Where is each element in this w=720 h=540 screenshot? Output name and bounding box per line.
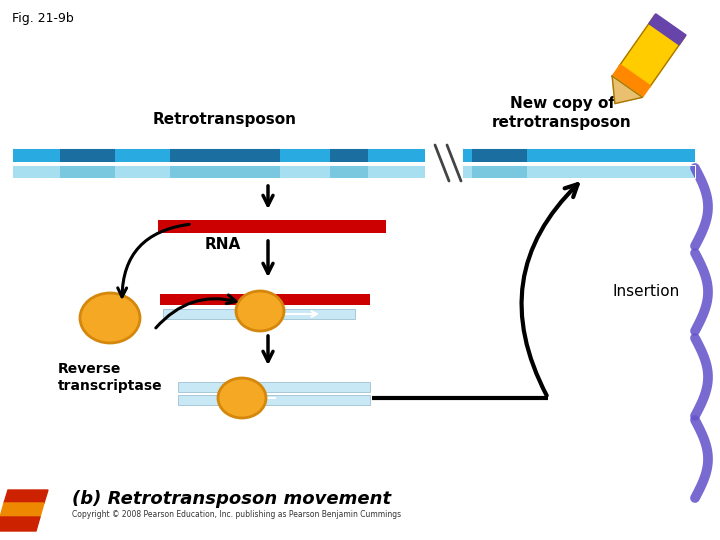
Bar xyxy=(12,165,425,178)
Text: Reverse
transcriptase: Reverse transcriptase xyxy=(58,362,163,393)
Bar xyxy=(160,294,370,305)
Bar xyxy=(178,382,370,392)
Text: Copyright © 2008 Pearson Education, Inc. publishing as Pearson Benjamin Cummings: Copyright © 2008 Pearson Education, Inc.… xyxy=(72,510,401,519)
Text: RNA: RNA xyxy=(205,237,241,252)
Text: Fig. 21-9b: Fig. 21-9b xyxy=(12,12,73,25)
Bar xyxy=(60,165,115,178)
Polygon shape xyxy=(619,16,685,87)
Bar xyxy=(178,395,370,405)
Polygon shape xyxy=(4,490,48,503)
FancyArrowPatch shape xyxy=(156,295,236,328)
Polygon shape xyxy=(612,76,642,104)
Bar xyxy=(12,148,425,162)
Polygon shape xyxy=(612,65,650,97)
Bar xyxy=(60,148,115,162)
Text: Insertion: Insertion xyxy=(612,285,679,300)
Bar xyxy=(472,165,527,178)
Bar xyxy=(330,148,368,162)
Bar xyxy=(472,148,527,162)
Bar xyxy=(12,148,425,162)
Ellipse shape xyxy=(80,293,140,343)
Bar xyxy=(170,165,280,178)
Bar xyxy=(170,148,280,162)
Bar xyxy=(330,165,368,178)
Ellipse shape xyxy=(218,378,266,418)
Bar xyxy=(462,148,695,162)
Polygon shape xyxy=(649,14,686,45)
Bar xyxy=(462,165,695,178)
Polygon shape xyxy=(0,517,40,531)
Bar xyxy=(462,148,695,162)
FancyArrowPatch shape xyxy=(521,184,577,395)
Text: (b) Retrotransposon movement: (b) Retrotransposon movement xyxy=(72,490,391,508)
Polygon shape xyxy=(0,503,44,517)
Bar xyxy=(12,165,425,178)
Bar xyxy=(462,165,695,178)
Ellipse shape xyxy=(236,291,284,331)
Text: New copy of
retrotransposon: New copy of retrotransposon xyxy=(492,96,632,130)
Text: Retrotransposon: Retrotransposon xyxy=(153,112,297,127)
FancyArrowPatch shape xyxy=(117,224,189,297)
Bar xyxy=(163,309,355,319)
Bar xyxy=(158,220,386,233)
